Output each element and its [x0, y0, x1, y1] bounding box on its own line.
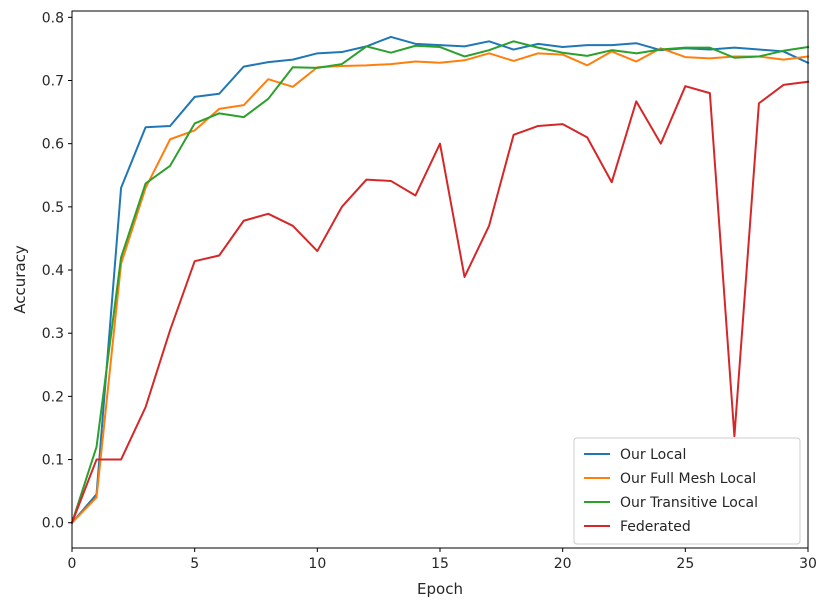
legend: Our Local Our Full Mesh Local Our Transiti… — [573, 437, 801, 545]
x-tick-label: 15 — [431, 556, 449, 572]
x-tick-label: 0 — [68, 556, 77, 572]
y-axis-label: Accuracy — [11, 245, 29, 314]
y-tick-label: 0.8 — [42, 10, 64, 26]
x-tick-label: 25 — [676, 556, 694, 572]
y-tick-label: 0.4 — [42, 263, 64, 279]
series-line-2 — [70, 40, 810, 524]
x-axis: 0 5 10 15 20 25 30 — [68, 548, 817, 572]
legend-label-0: Our Local — [620, 447, 686, 463]
x-tick-label: 10 — [308, 556, 326, 572]
legend-items: Our Local Our Full Mesh Local Our Transiti… — [584, 447, 758, 535]
y-tick-label: 0.5 — [42, 200, 64, 216]
y-tick-label: 0.2 — [42, 389, 64, 405]
y-tick-label: 0.1 — [42, 453, 64, 469]
series-line-3 — [70, 80, 810, 525]
x-tick-label: 5 — [190, 556, 199, 572]
legend-label-1: Our Full Mesh Local — [620, 471, 756, 487]
y-tick-label: 0.7 — [42, 73, 64, 89]
legend-label-2: Our Transitive Local — [620, 495, 758, 511]
legend-box — [573, 437, 801, 545]
y-tick-label: 0.3 — [42, 326, 64, 342]
y-tick-label: 0.6 — [42, 137, 64, 153]
legend-label-3: Federated — [620, 519, 691, 535]
y-tick-label: 0.0 — [42, 516, 64, 532]
x-tick-label: 30 — [799, 556, 817, 572]
series-line-1 — [70, 47, 810, 525]
y-axis: 0.0 0.1 0.2 0.3 0.4 0.5 0.6 0.7 0.8 — [42, 10, 72, 532]
x-tick-label: 20 — [554, 556, 572, 572]
series-layer — [70, 35, 810, 525]
x-axis-label: Epoch — [417, 580, 463, 598]
